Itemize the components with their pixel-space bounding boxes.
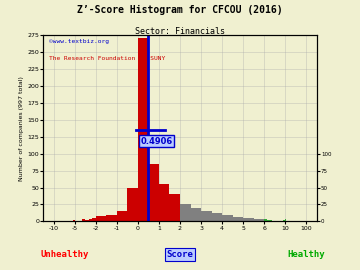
Bar: [138, 39, 148, 221]
Bar: [73, 220, 75, 221]
Text: The Research Foundation of SUNY: The Research Foundation of SUNY: [49, 56, 165, 60]
Bar: [106, 215, 117, 221]
Text: Score: Score: [167, 250, 193, 259]
Bar: [85, 220, 89, 221]
Text: Sector: Financials: Sector: Financials: [135, 27, 225, 36]
Bar: [190, 208, 201, 221]
Bar: [269, 220, 272, 221]
Bar: [222, 215, 233, 221]
Bar: [127, 188, 138, 221]
Text: ©www.textbiz.org: ©www.textbiz.org: [49, 39, 109, 44]
Bar: [96, 216, 106, 221]
Bar: [180, 204, 190, 221]
Bar: [233, 217, 243, 221]
Bar: [92, 218, 96, 221]
Bar: [212, 213, 222, 221]
Bar: [148, 164, 159, 221]
Y-axis label: Number of companies (997 total): Number of companies (997 total): [19, 76, 24, 181]
Text: 0.4906: 0.4906: [140, 137, 173, 146]
Bar: [170, 194, 180, 221]
Bar: [243, 218, 254, 221]
Bar: [82, 219, 85, 221]
Bar: [283, 220, 285, 221]
Text: Z’-Score Histogram for CFCOU (2016): Z’-Score Histogram for CFCOU (2016): [77, 5, 283, 15]
Bar: [254, 219, 264, 221]
Text: Healthy: Healthy: [287, 250, 325, 259]
Bar: [201, 211, 212, 221]
Bar: [89, 219, 92, 221]
Bar: [267, 220, 269, 221]
Bar: [264, 219, 267, 221]
Bar: [159, 184, 170, 221]
Text: Unhealthy: Unhealthy: [41, 250, 89, 259]
Bar: [117, 211, 127, 221]
